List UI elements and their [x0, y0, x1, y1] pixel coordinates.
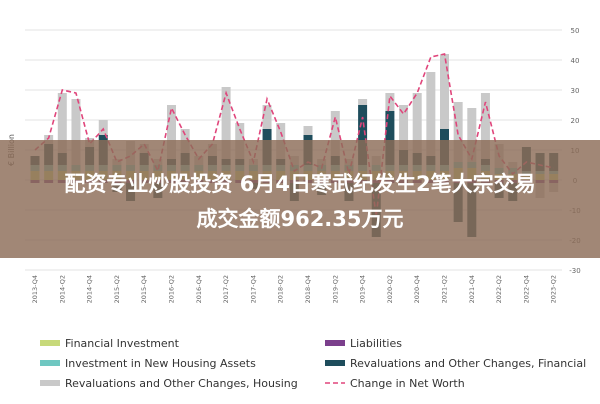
x-tick-label: 2021-Q4 [468, 275, 476, 303]
x-tick-label: 2018-Q4 [304, 275, 312, 303]
x-tick-label: 2014-Q2 [58, 275, 66, 303]
legend-swatch [325, 340, 345, 346]
bar-segment [71, 99, 81, 165]
bar-segment [330, 111, 340, 156]
x-tick-label: 2018-Q2 [277, 275, 285, 303]
x-tick-label: 2014-Q4 [86, 275, 94, 303]
x-tick-label: 2020-Q2 [386, 275, 394, 303]
x-tick-label: 2017-Q4 [249, 275, 257, 303]
x-tick-label: 2019-Q4 [359, 275, 367, 303]
x-tick-label: 2016-Q2 [168, 275, 176, 303]
x-tick-label: 2022-Q4 [522, 275, 530, 303]
bar-segment [98, 120, 108, 135]
bar-segment [399, 105, 409, 150]
bar-segment [57, 93, 67, 153]
bar-segment [385, 111, 395, 165]
legend-label: Change in Net Worth [350, 377, 465, 390]
legend-swatch [40, 340, 60, 346]
banner-text: 配资专业炒股投资 6月4日寒武纪发生2笔大宗交易 [64, 172, 535, 196]
bar-segment [440, 54, 449, 129]
bar-segment [467, 108, 477, 162]
x-tick-label: 2022-Q2 [495, 275, 503, 303]
x-tick-label: 2021-Q2 [441, 275, 449, 303]
bar-segment [44, 135, 54, 144]
x-tick-label: 2020-Q4 [413, 275, 421, 303]
bar-segment [412, 93, 422, 153]
bar-segment [221, 87, 231, 159]
x-tick-label: 2019-Q2 [331, 275, 339, 303]
banner [0, 140, 600, 258]
x-tick-label: 2013-Q4 [31, 275, 39, 303]
bar-segment [262, 105, 272, 129]
y-tick-label: -30 [569, 267, 580, 275]
legend-swatch [40, 380, 60, 386]
bar-segment [480, 93, 490, 159]
legend-swatch [40, 360, 60, 366]
legend-label: Financial Investment [65, 337, 180, 350]
y-tick-label: 30 [571, 87, 580, 95]
banner-text: 成交金额962.35万元 [196, 207, 403, 231]
y-tick-label: 50 [571, 27, 580, 35]
bar-segment [358, 99, 368, 105]
bar-segment [303, 126, 313, 135]
legend-label: Investment in New Housing Assets [65, 357, 256, 370]
legend-label: Liabilities [350, 337, 402, 350]
bar-segment [426, 72, 436, 156]
legend-label: Revaluations and Other Changes, Financia… [350, 357, 586, 370]
y-tick-label: 20 [571, 117, 580, 125]
x-tick-label: 2016-Q4 [195, 275, 203, 303]
bar-segment [358, 105, 368, 165]
legend-label: Revaluations and Other Changes, Housing [65, 377, 298, 390]
x-tick-label: 2023-Q2 [550, 275, 558, 303]
x-tick-label: 2017-Q2 [222, 275, 230, 303]
x-tick-label: 2015-Q4 [140, 275, 148, 303]
bar-segment [167, 105, 176, 159]
legend-swatch [325, 360, 345, 366]
x-tick-label: 2015-Q2 [113, 275, 121, 303]
y-tick-label: 40 [571, 57, 580, 65]
